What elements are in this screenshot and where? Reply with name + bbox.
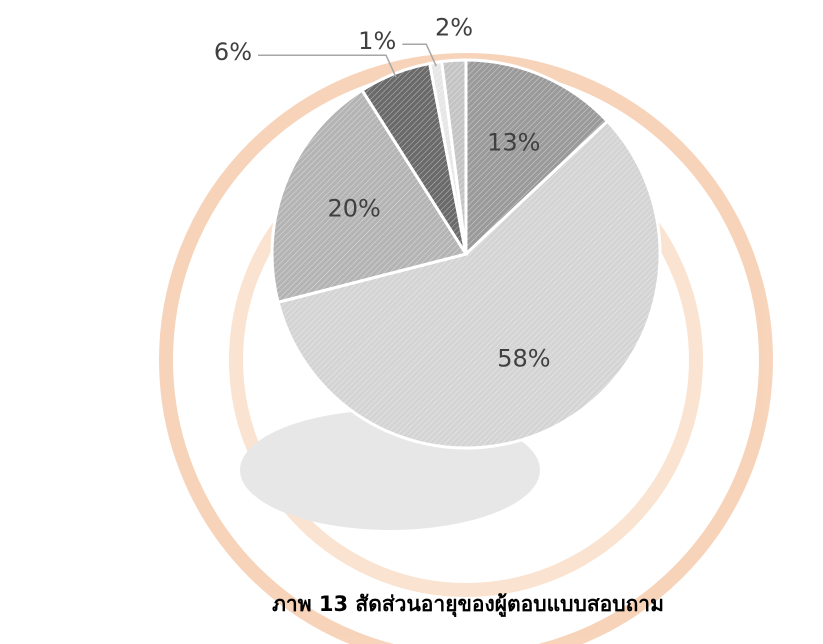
slice-texture <box>362 63 466 254</box>
data-label: 2% <box>435 13 473 41</box>
data-label: 20% <box>327 195 380 223</box>
data-label: 6% <box>214 38 252 66</box>
caption: ภาพ 13 สัดส่วนอายุของผู้ตอบแบบสอบถาม <box>272 592 664 618</box>
leader-line <box>258 54 397 78</box>
slice-texture <box>466 60 608 254</box>
slice-texture <box>278 121 660 448</box>
data-label: 58% <box>497 344 550 372</box>
pie: 13% 58% 20% 6% 1% 2% <box>214 13 662 450</box>
slice-texture <box>441 60 466 254</box>
leader-line <box>402 43 437 67</box>
data-label: 13% <box>487 129 540 157</box>
slice-texture <box>272 90 466 303</box>
data-label: 1% <box>358 27 396 55</box>
slice-texture <box>429 61 466 254</box>
